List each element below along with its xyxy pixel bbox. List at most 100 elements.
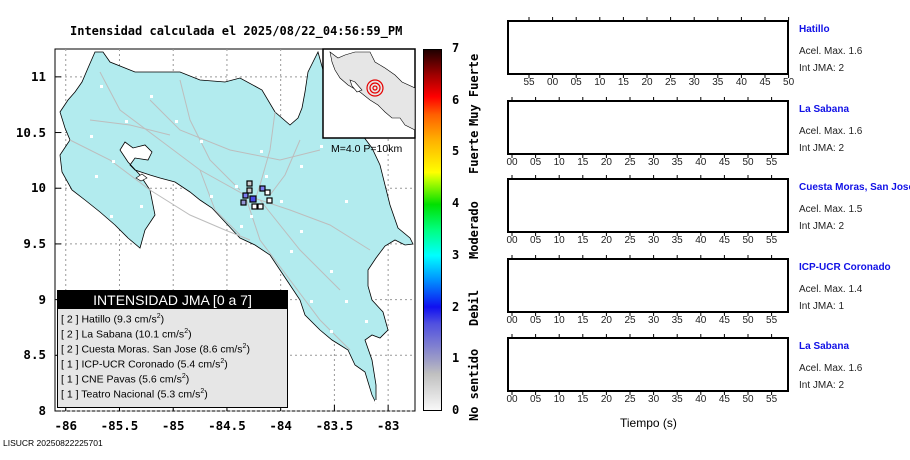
trace-tick-label: 05 xyxy=(530,157,542,168)
trace-tick-label: 50 xyxy=(742,315,754,326)
trace-panel xyxy=(507,100,789,155)
station-dot xyxy=(330,330,333,333)
legend-accel: (5.6 cm/s xyxy=(138,373,182,386)
trace-tick-label: 50 xyxy=(742,394,754,405)
station-dot xyxy=(160,265,163,268)
trace-tick-label: 05 xyxy=(530,394,542,405)
trace-jma-intensity: Int JMA: 2 xyxy=(799,63,845,74)
chart-title: Intensidad calculada el 2025/08/22_04:56… xyxy=(70,24,403,38)
trace-tick-label: 05 xyxy=(530,235,542,246)
trace-panel xyxy=(507,258,789,313)
trace-tick-label: 55 xyxy=(766,315,778,326)
trace-tick-label: 00 xyxy=(506,394,518,405)
trace-jma-intensity: Int JMA: 2 xyxy=(799,221,845,232)
trace-tick-label: 40 xyxy=(735,77,747,88)
trace-tick-label: 40 xyxy=(695,235,707,246)
station-dot xyxy=(330,270,333,273)
trace-station-name: Cuesta Moras, San Jose xyxy=(799,182,910,193)
station-dot xyxy=(375,400,378,403)
trace-tick-label: 20 xyxy=(600,315,612,326)
trace-tick-label: 20 xyxy=(600,394,612,405)
legend-close: ) xyxy=(246,343,250,356)
legend-unit-exponent: 2 xyxy=(220,358,225,365)
y-tick-label: 8.5 xyxy=(23,347,46,363)
x-tick-label: -85 xyxy=(161,418,185,433)
station-dot xyxy=(90,135,93,138)
legend-unit-exponent: 2 xyxy=(242,343,247,350)
station-marker xyxy=(242,192,249,199)
station-dot xyxy=(150,95,153,98)
station-dot xyxy=(125,120,128,123)
legend-station: Hatillo xyxy=(81,313,111,326)
epicenter-icon xyxy=(366,79,384,97)
trace-tick-label: 20 xyxy=(600,235,612,246)
colorbar-tick-label: 5 xyxy=(452,144,460,159)
station-marker xyxy=(249,195,257,203)
station-dot xyxy=(300,230,303,233)
inset-map xyxy=(322,48,416,139)
legend-unit-exponent: 2 xyxy=(200,388,205,395)
legend-title: INTENSIDAD JMA [0 a 7] xyxy=(58,291,287,309)
trace-tick-label: 35 xyxy=(671,235,683,246)
footer-id: LISUCR 20250822225701 xyxy=(3,438,103,448)
trace-tick-label: 00 xyxy=(506,235,518,246)
station-dot xyxy=(320,145,323,148)
trace-tick-label: 25 xyxy=(624,315,636,326)
trace-tick-label: 25 xyxy=(624,157,636,168)
station-marker xyxy=(246,187,253,194)
trace-jma-intensity: Int JMA: 2 xyxy=(799,380,845,391)
trace-accel-max: Acel. Max. 1.5 xyxy=(799,204,863,215)
legend-accel: (9.3 cm/s xyxy=(113,313,157,326)
station-dot xyxy=(200,140,203,143)
trace-tick-label: 10 xyxy=(553,157,565,168)
legend-close: ) xyxy=(160,313,165,326)
trace-station-name: Hatillo xyxy=(799,24,830,35)
legend-station: Teatro Nacional xyxy=(81,388,155,401)
x-tick-label: -85.5 xyxy=(100,418,139,433)
trace-tick-label: 55 xyxy=(766,235,778,246)
intensity-colorbar xyxy=(423,49,442,411)
x-tick-label: -86 xyxy=(54,418,78,433)
legend-intensity: [ 2 ] xyxy=(61,328,79,341)
x-tick-label: -83.5 xyxy=(315,418,354,433)
station-marker xyxy=(246,180,253,187)
legend-close: ) xyxy=(204,388,208,401)
y-tick-label: 10 xyxy=(30,180,46,196)
trace-tick-label: 30 xyxy=(648,394,660,405)
legend-intensity: [ 2 ] xyxy=(61,313,79,326)
legend-unit-exponent: 2 xyxy=(156,313,161,320)
station-dot xyxy=(215,235,218,238)
trace-tick-label: 25 xyxy=(624,235,636,246)
station-dot xyxy=(260,150,263,153)
trace-tick-label: 35 xyxy=(671,157,683,168)
legend-item: [ 1 ] Teatro Nacional (5.3 cm/s2) xyxy=(58,384,287,401)
trace-panel xyxy=(507,178,789,233)
colorbar-tick-label: 1 xyxy=(452,351,460,366)
station-dot xyxy=(365,320,368,323)
legend-unit-exponent: 2 xyxy=(181,373,186,380)
trace-tick-label: 30 xyxy=(648,315,660,326)
station-marker xyxy=(266,197,273,204)
trace-accel-max: Acel. Max. 1.6 xyxy=(799,363,863,374)
legend-unit-exponent: 2 xyxy=(184,328,189,335)
station-marker xyxy=(251,203,258,210)
station-marker xyxy=(259,185,266,192)
legend-station: La Sabana xyxy=(81,328,133,341)
trace-tick-label: 05 xyxy=(530,315,542,326)
trace-tick-label: 30 xyxy=(648,157,660,168)
colorbar-tick-label: 0 xyxy=(452,403,460,417)
x-tick-label: -83 xyxy=(376,418,400,433)
trace-tick-label: 55 xyxy=(766,157,778,168)
trace-tick-label: 05 xyxy=(570,77,582,88)
station-marker xyxy=(240,199,247,206)
trace-tick-label: 50 xyxy=(742,157,754,168)
trace-tick-label: 10 xyxy=(553,394,565,405)
station-dot xyxy=(140,205,143,208)
station-dot xyxy=(95,175,98,178)
trace-tick-label: 15 xyxy=(577,394,589,405)
costa-rica-landmass xyxy=(59,50,414,404)
trace-tick-label: 35 xyxy=(712,77,724,88)
legend-accel: (8.6 cm/s xyxy=(199,343,243,356)
station-dot xyxy=(355,370,358,373)
trace-tick-label: 20 xyxy=(641,77,653,88)
